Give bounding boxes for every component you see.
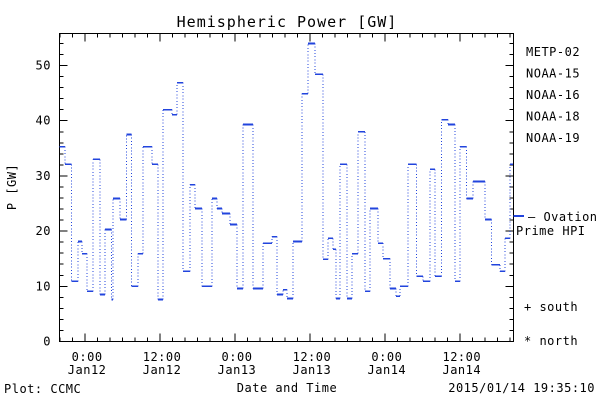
x-tick-date-label: Jan13 [218, 363, 257, 377]
x-tick-time-label: 12:00 [293, 350, 332, 364]
plot-frame [59, 33, 514, 342]
legend-item-metp-02: METP-02 [526, 45, 580, 59]
x-tick-date-label: Jan13 [293, 363, 332, 377]
chart-title: Hemispheric Power [GW] [177, 13, 398, 31]
legend-item-noaa-16: NOAA-16 [526, 88, 580, 102]
x-tick-time-label: 0:00 [222, 350, 253, 364]
y-axis-label: P [GW] [5, 164, 19, 210]
x-tick-date-label: Jan12 [68, 363, 107, 377]
y-tick-label: 10 [36, 279, 51, 293]
x-tick-time-label: 0:00 [371, 350, 402, 364]
legend-item-noaa-19: NOAA-19 [526, 131, 580, 145]
legend-item-noaa-18: NOAA-18 [526, 110, 580, 124]
legend-item-noaa-15: NOAA-15 [526, 67, 580, 81]
south-marker-label: + south [524, 300, 578, 314]
x-tick-time-label: 12:00 [442, 350, 481, 364]
x-tick-time-label: 12:00 [143, 350, 182, 364]
y-tick-label: 30 [36, 169, 51, 183]
plot-credit-label: Plot: CCMC [4, 382, 81, 396]
timestamp-label: 2015/01/14 19:35:10 [448, 381, 595, 395]
ovation-legend-label-line2: Prime HPI [516, 224, 586, 238]
chart-generated-layer: 010203040500:00Jan1212:00Jan120:00Jan131… [36, 33, 598, 377]
y-tick-label: 50 [36, 59, 51, 73]
y-tick-label: 20 [36, 224, 51, 238]
y-tick-label: 40 [36, 114, 51, 128]
north-marker-label: * north [524, 334, 578, 348]
ovation-legend-label-line1: — Ovation [528, 210, 598, 224]
y-tick-label: 0 [43, 335, 51, 349]
x-tick-date-label: Jan14 [368, 363, 407, 377]
x-axis-label: Date and Time [237, 381, 337, 395]
x-tick-date-label: Jan14 [442, 363, 481, 377]
x-tick-date-label: Jan12 [143, 363, 182, 377]
x-tick-time-label: 0:00 [72, 350, 103, 364]
